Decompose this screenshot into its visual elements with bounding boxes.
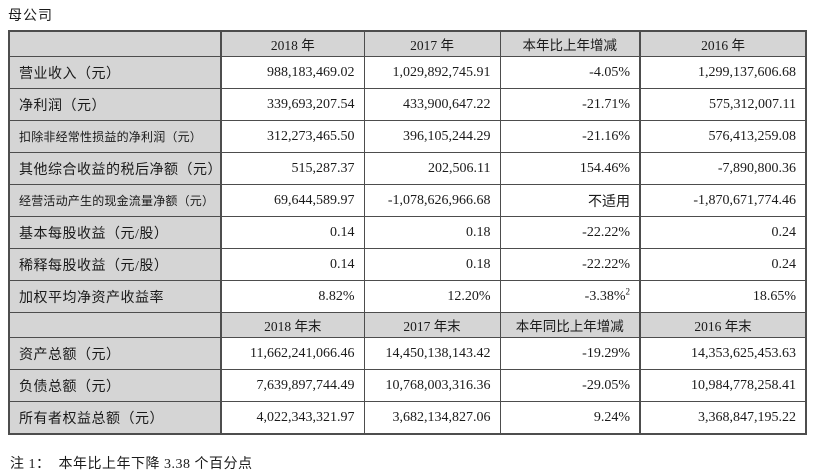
row-label: 加权平均净资产收益率 bbox=[8, 280, 222, 313]
row-label: 稀释每股收益（元/股） bbox=[8, 248, 222, 281]
row-label: 扣除非经常性损益的净利润（元） bbox=[8, 120, 222, 153]
value-2017: 0.18 bbox=[363, 216, 501, 249]
row-label: 净利润（元） bbox=[8, 88, 222, 121]
value-2017: 1,029,892,745.91 bbox=[363, 56, 501, 89]
table-row-operating-cash-flow: 经营活动产生的现金流量净额（元） 69,644,589.97 -1,078,62… bbox=[8, 184, 807, 217]
table-row-net-profit: 净利润（元） 339,693,207.54 433,900,647.22 -21… bbox=[8, 88, 807, 121]
row-label: 营业收入（元） bbox=[8, 56, 222, 89]
value-change: 不适用 bbox=[499, 184, 641, 217]
row-label: 基本每股收益（元/股） bbox=[8, 216, 222, 249]
footnote-text: 注 1： 本年比上年下降 3.38 个百分点 bbox=[10, 457, 253, 472]
value-2017: 12.20% bbox=[363, 280, 501, 313]
value-change: -22.22% bbox=[499, 248, 641, 281]
section1-header-row: 2018 年 2017 年 本年比上年增减 2016 年 bbox=[8, 30, 807, 57]
value-2016: -1,870,671,774.46 bbox=[639, 184, 807, 217]
value-2017: 10,768,003,316.36 bbox=[363, 369, 501, 402]
col-header-change: 本年比上年增减 bbox=[499, 30, 641, 57]
row-label: 资产总额（元） bbox=[8, 337, 222, 370]
value-2016: -7,890,800.36 bbox=[639, 152, 807, 185]
value-change: -21.71% bbox=[499, 88, 641, 121]
row-label: 其他综合收益的税后净额（元） bbox=[8, 152, 222, 185]
col-header-2017-end: 2017 年末 bbox=[363, 312, 501, 338]
value-2018: 515,287.37 bbox=[220, 152, 365, 185]
value-2018: 69,644,589.97 bbox=[220, 184, 365, 217]
value-change: -21.16% bbox=[499, 120, 641, 153]
value-2018: 11,662,241,066.46 bbox=[220, 337, 365, 370]
header-blank-cell bbox=[8, 30, 222, 57]
col-header-2016-end: 2016 年末 bbox=[639, 312, 807, 338]
value-2016: 3,368,847,195.22 bbox=[639, 401, 807, 435]
col-header-2016: 2016 年 bbox=[639, 30, 807, 57]
value-2018: 7,639,897,744.49 bbox=[220, 369, 365, 402]
value-2018: 988,183,469.02 bbox=[220, 56, 365, 89]
value-change: 154.46% bbox=[499, 152, 641, 185]
table-row-other-comprehensive-income: 其他综合收益的税后净额（元） 515,287.37 202,506.11 154… bbox=[8, 152, 807, 185]
value-change: -19.29% bbox=[499, 337, 641, 370]
financial-summary-table: 2018 年 2017 年 本年比上年增减 2016 年 营业收入（元） 988… bbox=[8, 30, 807, 435]
table-row-total-liabilities: 负债总额（元） 7,639,897,744.49 10,768,003,316.… bbox=[8, 369, 807, 402]
row-label: 所有者权益总额（元） bbox=[8, 401, 222, 435]
header-blank-cell bbox=[8, 312, 222, 338]
table-row-weighted-avg-roe: 加权平均净资产收益率 8.82% 12.20% -3.38%2 18.65% bbox=[8, 280, 807, 313]
value-2016: 0.24 bbox=[639, 216, 807, 249]
value-2018: 8.82% bbox=[220, 280, 365, 313]
value-2018: 0.14 bbox=[220, 216, 365, 249]
value-2016: 576,413,259.08 bbox=[639, 120, 807, 153]
value-2017: 396,105,244.29 bbox=[363, 120, 501, 153]
value-change: -3.38%2 bbox=[499, 280, 641, 313]
col-header-2018-end: 2018 年末 bbox=[220, 312, 365, 338]
col-header-change-end: 本年同比上年增减 bbox=[499, 312, 641, 338]
value-change: -22.22% bbox=[499, 216, 641, 249]
table-row-net-profit-excl-nonrecurring: 扣除非经常性损益的净利润（元） 312,273,465.50 396,105,2… bbox=[8, 120, 807, 153]
change-value: -3.38% bbox=[584, 288, 626, 304]
value-2017: 202,506.11 bbox=[363, 152, 501, 185]
table-row-diluted-eps: 稀释每股收益（元/股） 0.14 0.18 -22.22% 0.24 bbox=[8, 248, 807, 281]
value-change: -4.05% bbox=[499, 56, 641, 89]
page-title: 母公司 bbox=[8, 9, 53, 24]
value-2017: 0.18 bbox=[363, 248, 501, 281]
value-2016: 10,984,778,258.41 bbox=[639, 369, 807, 402]
value-2018: 312,273,465.50 bbox=[220, 120, 365, 153]
table-row-total-owners-equity: 所有者权益总额（元） 4,022,343,321.97 3,682,134,82… bbox=[8, 401, 807, 435]
value-2016: 18.65% bbox=[639, 280, 807, 313]
section2-header-row: 2018 年末 2017 年末 本年同比上年增减 2016 年末 bbox=[8, 312, 807, 338]
value-2016: 575,312,007.11 bbox=[639, 88, 807, 121]
document-page: { "page": { "title": "母公司" }, "table": {… bbox=[8, 9, 807, 472]
footnote-ref-superscript: 2 bbox=[625, 285, 631, 296]
col-header-2018: 2018 年 bbox=[220, 30, 365, 57]
value-2018: 4,022,343,321.97 bbox=[220, 401, 365, 435]
value-2017: 3,682,134,827.06 bbox=[363, 401, 501, 435]
value-2018: 0.14 bbox=[220, 248, 365, 281]
row-label: 负债总额（元） bbox=[8, 369, 222, 402]
row-label: 经营活动产生的现金流量净额（元） bbox=[8, 184, 222, 217]
value-2017: -1,078,626,966.68 bbox=[363, 184, 501, 217]
col-header-2017: 2017 年 bbox=[363, 30, 501, 57]
table-row-total-assets: 资产总额（元） 11,662,241,066.46 14,450,138,143… bbox=[8, 337, 807, 370]
value-change: -29.05% bbox=[499, 369, 641, 402]
value-2018: 339,693,207.54 bbox=[220, 88, 365, 121]
value-2017: 14,450,138,143.42 bbox=[363, 337, 501, 370]
value-change: 9.24% bbox=[499, 401, 641, 435]
value-2017: 433,900,647.22 bbox=[363, 88, 501, 121]
table-row-operating-revenue: 营业收入（元） 988,183,469.02 1,029,892,745.91 … bbox=[8, 56, 807, 89]
table-row-basic-eps: 基本每股收益（元/股） 0.14 0.18 -22.22% 0.24 bbox=[8, 216, 807, 249]
value-2016: 14,353,625,453.63 bbox=[639, 337, 807, 370]
value-2016: 0.24 bbox=[639, 248, 807, 281]
value-2016: 1,299,137,606.68 bbox=[639, 56, 807, 89]
